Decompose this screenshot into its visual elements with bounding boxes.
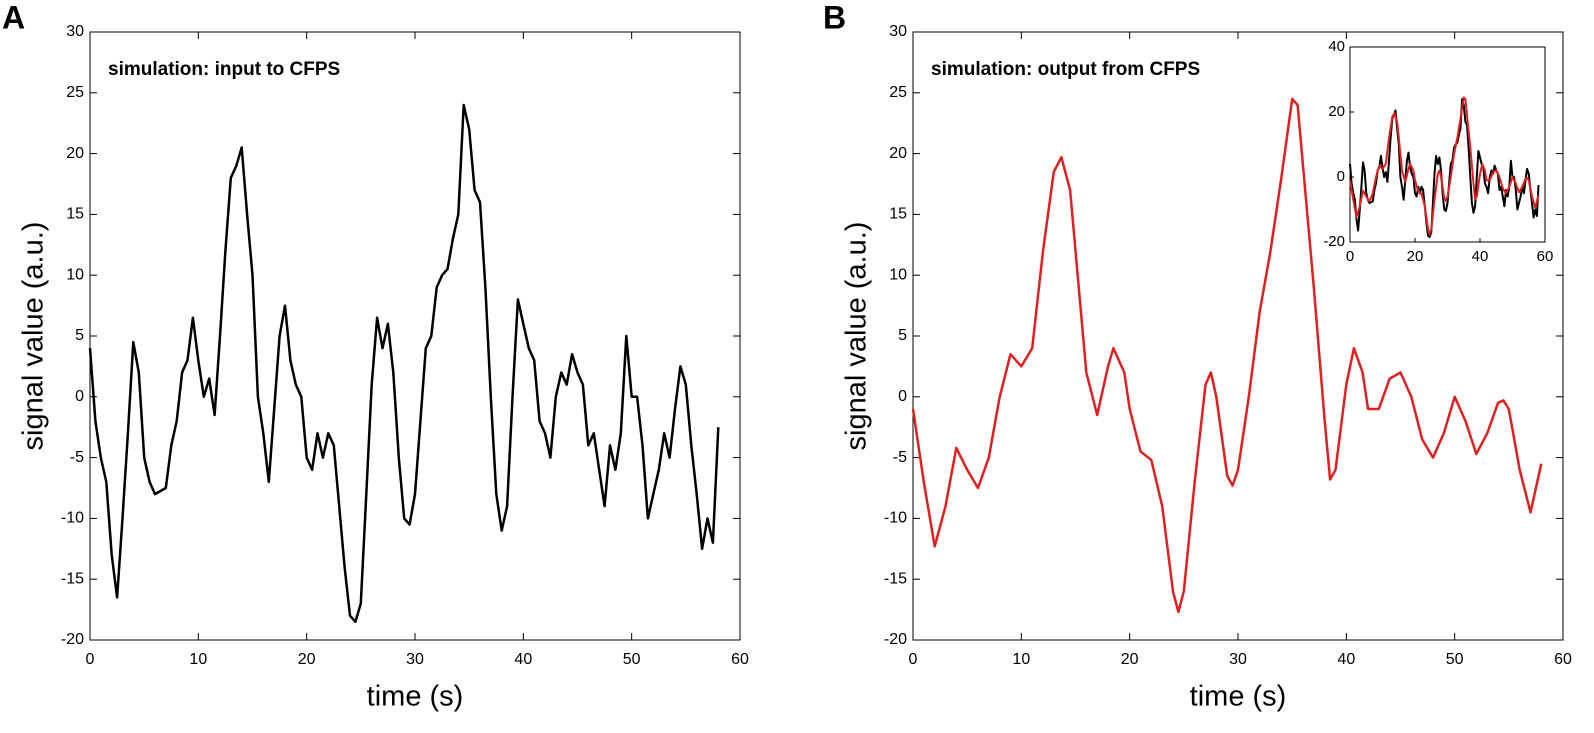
y-tick-label: -15: [884, 570, 907, 587]
y-tick-label: -15: [61, 570, 84, 587]
y-tick-label: 20: [889, 145, 907, 162]
y-tick-label: -5: [70, 449, 84, 466]
x-tick-label: 30: [1229, 651, 1247, 668]
y-tick-label: 0: [75, 388, 84, 405]
y-tick-label: 30: [66, 23, 84, 40]
inset-y-tick-label: 20: [1328, 103, 1345, 120]
inset-y-tick-label: -20: [1323, 233, 1345, 250]
y-tick-label: 10: [66, 266, 84, 283]
inset-area: [1349, 46, 1546, 243]
x-tick-label: 60: [731, 651, 749, 668]
annotation: simulation: input to CFPS: [108, 59, 340, 80]
x-tick-label: 40: [1337, 651, 1355, 668]
panel-letter: B: [823, 0, 846, 35]
panel-letter: A: [2, 0, 25, 35]
line: [911, 97, 1543, 614]
x-tick-label: 0: [86, 651, 95, 668]
x-tick-label: 30: [406, 651, 424, 668]
x-tick-label: 50: [1446, 651, 1464, 668]
x-axis-label: time (s): [1190, 681, 1287, 713]
x-tick-label: 20: [298, 651, 316, 668]
x-tick-label: 50: [623, 651, 641, 668]
x-tick-label: 0: [909, 651, 918, 668]
inset-x-tick-label: 40: [1472, 248, 1489, 265]
inset-x-tick-label: 20: [1407, 248, 1424, 265]
x-axis-label: time (s): [367, 681, 464, 713]
inset-y-tick-label: 0: [1337, 168, 1345, 185]
y-tick-label: 5: [75, 327, 84, 344]
y-tick-label: 20: [66, 145, 84, 162]
inset-y-tick-label: 40: [1328, 38, 1345, 55]
annotation: simulation: output from CFPS: [931, 59, 1200, 80]
x-tick-label: 10: [189, 651, 207, 668]
line: [88, 103, 720, 624]
y-tick-label: -10: [61, 510, 84, 527]
y-tick-label: 25: [889, 84, 907, 101]
y-tick-label: -5: [893, 449, 907, 466]
y-tick-label: 5: [898, 327, 907, 344]
inset-line: [1349, 96, 1540, 236]
y-tick-label: -20: [884, 631, 907, 648]
x-tick-label: 20: [1121, 651, 1139, 668]
inset-x-tick-label: 0: [1346, 248, 1354, 265]
inset-x-tick-label: 60: [1537, 248, 1554, 265]
x-tick-label: 40: [514, 651, 532, 668]
y-tick-label: 15: [66, 206, 84, 223]
x-tick-label: 60: [1554, 651, 1572, 668]
y-axis-label: signal value (a.u.): [841, 222, 873, 451]
x-tick-label: 10: [1012, 651, 1030, 668]
y-tick-label: 30: [889, 23, 907, 40]
y-tick-label: 10: [889, 266, 907, 283]
plot-area: [89, 31, 741, 641]
y-tick-label: -20: [61, 631, 84, 648]
y-tick-label: 15: [889, 206, 907, 223]
y-tick-label: 0: [898, 388, 907, 405]
y-tick-label: -10: [884, 510, 907, 527]
y-axis-label: signal value (a.u.): [18, 222, 50, 451]
y-tick-label: 25: [66, 84, 84, 101]
